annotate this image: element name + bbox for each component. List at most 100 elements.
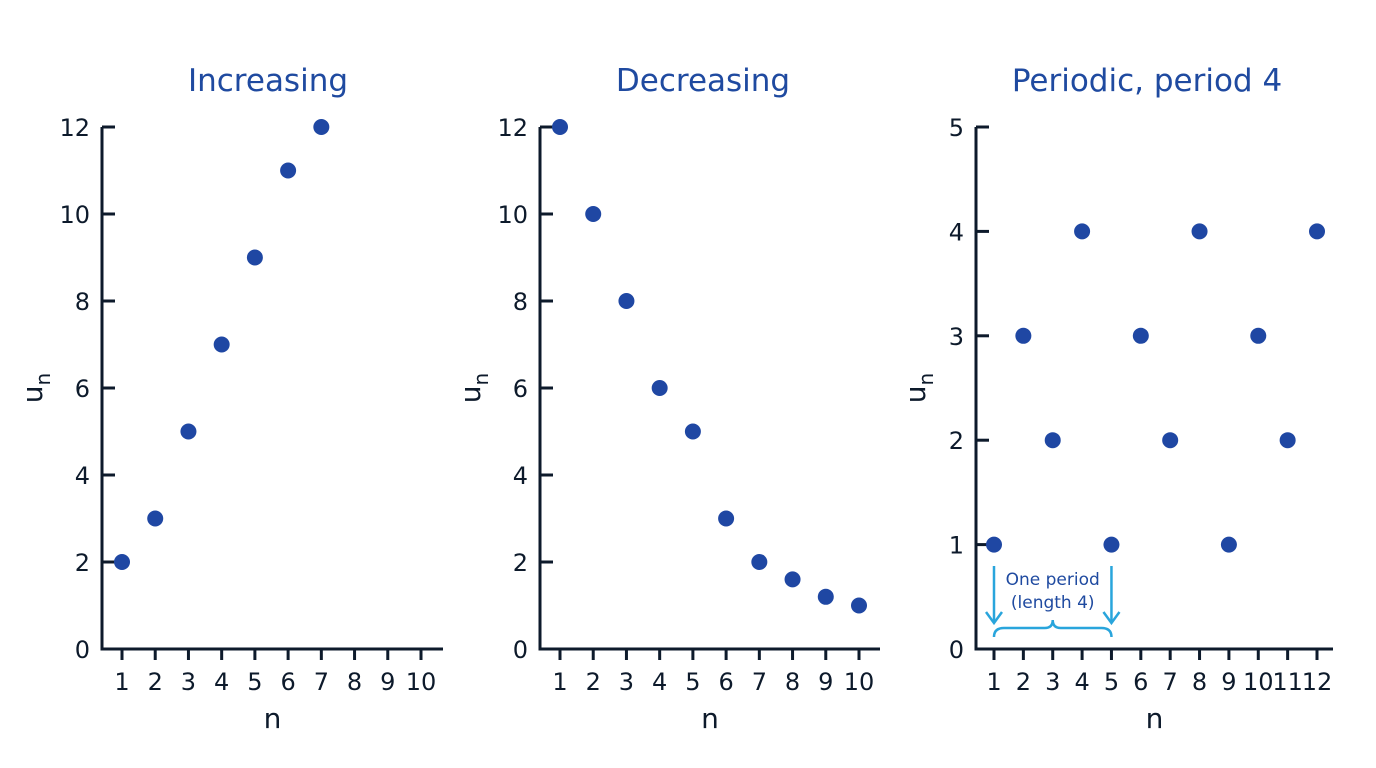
y-axis-label: un bbox=[454, 373, 493, 403]
data-point bbox=[1279, 432, 1296, 449]
y-tick-label: 3 bbox=[949, 323, 964, 351]
x-tick-label: 5 bbox=[1104, 668, 1119, 696]
data-point bbox=[684, 423, 701, 440]
x-tick-label: 4 bbox=[652, 668, 667, 696]
data-point bbox=[751, 554, 768, 570]
y-tick-label: 2 bbox=[949, 427, 964, 455]
y-axis-label-subscript: n bbox=[31, 373, 55, 386]
x-tick-label: 4 bbox=[214, 668, 229, 696]
x-tick-label: 9 bbox=[380, 668, 395, 696]
period-annotation-text: (length 4) bbox=[1011, 593, 1095, 613]
x-tick-label: 5 bbox=[247, 668, 262, 696]
data-point bbox=[1250, 327, 1267, 344]
y-axis-label: un bbox=[16, 373, 55, 403]
y-axis-label-subscript: n bbox=[914, 373, 938, 386]
x-tick-label: 9 bbox=[818, 668, 833, 696]
x-axis-label: n bbox=[701, 702, 719, 735]
y-tick-label: 10 bbox=[59, 201, 90, 229]
data-point bbox=[1074, 223, 1091, 240]
data-point bbox=[651, 380, 668, 396]
y-tick-label: 4 bbox=[949, 218, 964, 246]
x-tick-label: 9 bbox=[1221, 668, 1236, 696]
x-tick-label: 3 bbox=[1045, 668, 1060, 696]
y-tick-label: 12 bbox=[497, 114, 528, 142]
x-tick-label: 7 bbox=[314, 668, 329, 696]
period-annotation: One period (length 4) bbox=[984, 566, 1121, 638]
data-point bbox=[585, 206, 602, 222]
chart-title: Decreasing bbox=[616, 63, 790, 99]
data-point bbox=[1191, 223, 1208, 240]
y-tick-label: 12 bbox=[59, 114, 90, 142]
data-point bbox=[1162, 432, 1179, 449]
data-point bbox=[1015, 327, 1032, 344]
x-tick-label: 12 bbox=[1302, 668, 1333, 696]
x-tick-label: 3 bbox=[619, 668, 634, 696]
data-point bbox=[851, 597, 867, 614]
data-point bbox=[986, 536, 1002, 553]
x-tick-label: 7 bbox=[752, 668, 767, 696]
x-tick-label: 11 bbox=[1272, 668, 1303, 696]
y-tick-label: 4 bbox=[75, 462, 90, 490]
x-tick-label: 8 bbox=[347, 668, 362, 696]
data-point bbox=[1044, 432, 1061, 449]
data-point bbox=[784, 571, 801, 588]
x-axis-label: n bbox=[264, 702, 282, 735]
data-point bbox=[114, 554, 130, 570]
y-axis-label: un bbox=[899, 373, 938, 403]
x-tick-label: 8 bbox=[785, 668, 800, 696]
y-tick-label: 6 bbox=[75, 375, 90, 403]
data-point bbox=[280, 162, 297, 179]
data-point bbox=[246, 249, 263, 266]
y-tick-label: 6 bbox=[513, 375, 528, 403]
period-brace bbox=[992, 619, 1113, 638]
y-tick-label: 0 bbox=[513, 636, 528, 664]
x-axis-label: n bbox=[1146, 702, 1164, 735]
data-point bbox=[817, 588, 834, 605]
x-tick-label: 4 bbox=[1074, 668, 1089, 696]
x-tick-label: 5 bbox=[685, 668, 700, 696]
x-tick-label: 1 bbox=[114, 668, 129, 696]
x-tick-label: 10 bbox=[844, 668, 875, 696]
data-point bbox=[718, 510, 735, 527]
data-point bbox=[1103, 536, 1120, 553]
x-tick-label: 6 bbox=[1133, 668, 1148, 696]
y-tick-label: 10 bbox=[497, 201, 528, 229]
y-axis-label-subscript: n bbox=[469, 373, 493, 386]
y-tick-label: 0 bbox=[75, 636, 90, 664]
y-tick-label: 5 bbox=[949, 114, 964, 142]
chart-title: Periodic, period 4 bbox=[1012, 63, 1282, 99]
data-point bbox=[213, 336, 230, 353]
x-tick-label: 1 bbox=[552, 668, 567, 696]
x-tick-label: 10 bbox=[1243, 668, 1274, 696]
x-tick-label: 2 bbox=[1016, 668, 1031, 696]
data-point bbox=[1132, 327, 1149, 344]
data-point bbox=[180, 423, 197, 440]
x-tick-label: 6 bbox=[718, 668, 733, 696]
data-point bbox=[618, 293, 635, 309]
data-point bbox=[1309, 223, 1325, 240]
x-tick-label: 8 bbox=[1192, 668, 1207, 696]
period-annotation-text: One period bbox=[1006, 570, 1100, 590]
y-tick-label: 2 bbox=[75, 549, 90, 577]
period-arrow-head bbox=[1102, 611, 1121, 626]
x-tick-label: 10 bbox=[406, 668, 437, 696]
data-point bbox=[1220, 536, 1237, 553]
chart-title: Increasing bbox=[188, 63, 348, 99]
x-tick-label: 7 bbox=[1163, 668, 1178, 696]
y-tick-label: 1 bbox=[949, 532, 964, 560]
y-tick-label: 0 bbox=[949, 636, 964, 664]
x-tick-label: 2 bbox=[148, 668, 163, 696]
data-point bbox=[147, 510, 164, 527]
x-tick-label: 1 bbox=[986, 668, 1001, 696]
x-tick-label: 2 bbox=[586, 668, 601, 696]
period-arrow-head bbox=[984, 611, 1004, 626]
y-tick-label: 8 bbox=[513, 288, 528, 316]
data-point bbox=[552, 119, 568, 135]
y-tick-label: 2 bbox=[513, 549, 528, 577]
data-point bbox=[313, 119, 330, 135]
